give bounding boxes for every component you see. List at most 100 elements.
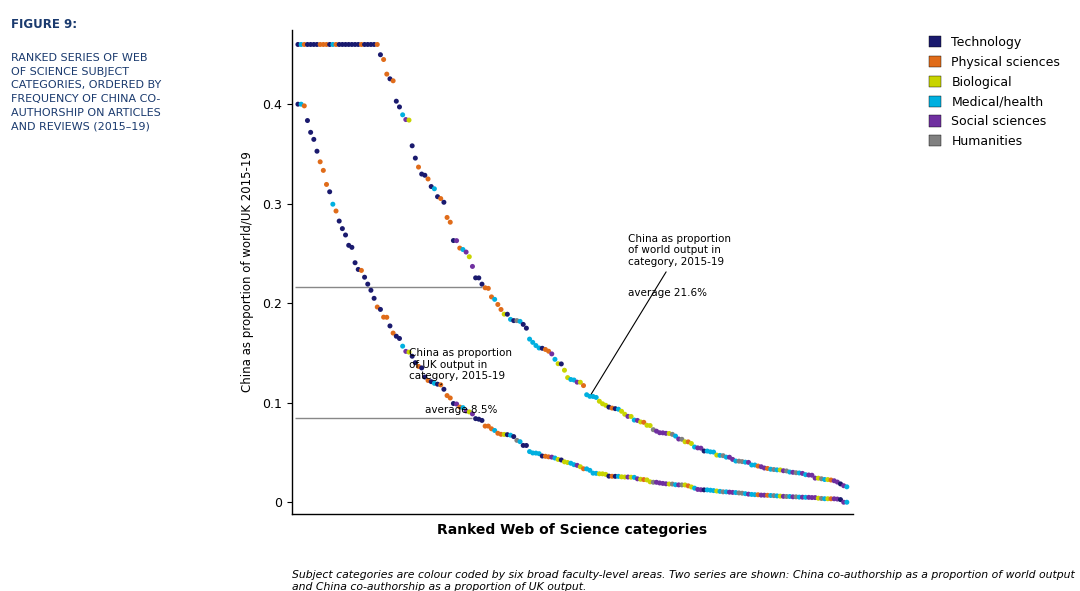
- Point: [616, 472, 633, 482]
- Point: [480, 284, 497, 293]
- Point: [299, 116, 316, 125]
- Point: [800, 470, 818, 480]
- Point: [438, 391, 456, 400]
- Point: [727, 488, 744, 497]
- Point: [692, 485, 710, 495]
- Point: [321, 187, 338, 196]
- Point: [397, 115, 415, 124]
- Point: [309, 40, 326, 49]
- Point: [401, 348, 418, 357]
- Point: [321, 40, 338, 49]
- Point: [296, 101, 313, 111]
- Point: [813, 474, 831, 483]
- Point: [771, 465, 788, 475]
- Point: [762, 465, 780, 474]
- Point: [828, 478, 846, 487]
- Point: [568, 460, 585, 470]
- Point: [720, 453, 738, 462]
- Point: [791, 492, 808, 502]
- Point: [353, 266, 370, 275]
- Point: [689, 485, 706, 494]
- Point: [730, 488, 747, 498]
- Point: [527, 449, 544, 458]
- Point: [584, 469, 602, 478]
- Point: [502, 430, 519, 440]
- Point: [401, 115, 418, 125]
- Point: [588, 392, 605, 402]
- Point: [296, 40, 313, 49]
- Point: [489, 428, 507, 438]
- Point: [340, 241, 357, 250]
- Point: [702, 485, 719, 495]
- Point: [581, 466, 598, 475]
- Point: [679, 481, 697, 491]
- Point: [607, 404, 624, 413]
- Point: [432, 194, 449, 203]
- Point: [413, 363, 430, 372]
- Point: [759, 491, 777, 500]
- Point: [689, 443, 706, 453]
- Point: [635, 475, 652, 484]
- Point: [692, 443, 710, 453]
- Point: [534, 343, 551, 353]
- Point: [461, 252, 478, 261]
- Point: [676, 437, 693, 447]
- Point: [781, 492, 798, 501]
- Point: [347, 258, 364, 268]
- Point: [365, 294, 382, 303]
- Point: [556, 365, 573, 375]
- Point: [717, 453, 734, 462]
- Point: [289, 40, 307, 49]
- Point: [486, 294, 503, 304]
- Point: [372, 305, 389, 314]
- Point: [360, 40, 377, 49]
- Point: [299, 40, 316, 49]
- Point: [810, 493, 827, 503]
- Point: [642, 477, 659, 486]
- Point: [568, 378, 585, 387]
- Point: [654, 428, 672, 437]
- Point: [527, 341, 544, 350]
- Point: [429, 192, 446, 202]
- Point: [311, 40, 328, 49]
- Point: [632, 475, 649, 484]
- Point: [496, 430, 513, 439]
- Point: [642, 421, 659, 430]
- Point: [502, 314, 519, 324]
- Point: [458, 406, 475, 415]
- Point: [362, 40, 379, 49]
- Point: [750, 490, 767, 499]
- Point: [314, 40, 332, 49]
- Point: [658, 428, 675, 438]
- Point: [368, 302, 386, 311]
- Point: [804, 470, 821, 480]
- Point: [705, 486, 723, 495]
- Point: [629, 415, 646, 425]
- Point: [838, 498, 855, 507]
- Point: [293, 99, 310, 109]
- Point: [666, 431, 684, 441]
- Point: [448, 400, 465, 409]
- Point: [575, 464, 592, 473]
- Point: [563, 459, 580, 468]
- Point: [410, 362, 428, 371]
- Point: [483, 292, 500, 301]
- Point: [597, 470, 615, 479]
- Point: [492, 305, 510, 314]
- Point: [613, 472, 631, 482]
- Point: [673, 480, 690, 489]
- Point: [422, 377, 440, 387]
- Point: [715, 487, 732, 496]
- Point: [600, 402, 618, 412]
- Point: [429, 379, 446, 389]
- Point: [467, 414, 484, 423]
- Point: [337, 40, 354, 49]
- Point: [743, 460, 760, 470]
- Point: [648, 478, 665, 487]
- Point: [753, 462, 770, 472]
- Y-axis label: China as proportion of world/UK 2015-19: China as proportion of world/UK 2015-19: [241, 151, 254, 392]
- Point: [575, 381, 592, 390]
- Point: [356, 40, 374, 49]
- Point: [306, 135, 323, 144]
- Point: [324, 200, 341, 209]
